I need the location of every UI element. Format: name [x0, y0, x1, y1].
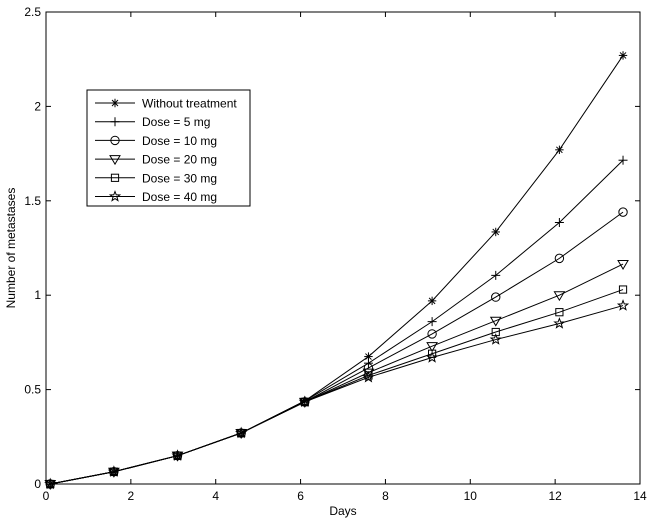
legend-item: Dose = 20 mg — [95, 153, 217, 167]
y-tick-label: 1.5 — [24, 194, 41, 208]
data-point — [107, 465, 120, 477]
y-tick-label: 2.5 — [24, 5, 41, 19]
data-point — [362, 370, 375, 383]
x-tick-label: 8 — [382, 489, 389, 503]
data-point — [618, 285, 628, 294]
y-tick-label: 0.5 — [24, 383, 41, 397]
data-point — [554, 218, 564, 228]
legend-item: Dose = 40 mg — [95, 190, 217, 204]
y-tick-label: 1 — [34, 288, 41, 302]
data-point — [362, 368, 375, 379]
data-point — [554, 253, 565, 264]
data-point — [425, 351, 439, 363]
legend-box — [86, 89, 251, 207]
legend-item: Without treatment — [95, 97, 237, 111]
x-tick-label: 14 — [633, 489, 647, 503]
data-point — [298, 395, 311, 408]
data-point — [491, 270, 501, 280]
x-axis-label: Days — [329, 504, 356, 518]
legend-label: Dose = 5 mg — [142, 115, 210, 129]
x-tick-label: 0 — [43, 489, 50, 503]
data-point — [491, 292, 501, 302]
x-tick-label: 2 — [128, 489, 135, 503]
data-point — [618, 207, 628, 217]
y-tick-label: 2 — [34, 99, 41, 113]
legend-label: Dose = 10 mg — [142, 134, 217, 148]
legend-item: Dose = 5 mg — [95, 115, 210, 129]
data-point — [489, 333, 502, 345]
x-tick-label: 4 — [212, 489, 219, 503]
y-axis-label: Number of metastases — [4, 188, 18, 309]
data-point — [491, 227, 500, 237]
legend-label: Without treatment — [142, 97, 237, 111]
data-point — [616, 299, 630, 311]
legend-item: Dose = 10 mg — [95, 134, 217, 148]
data-point — [427, 329, 437, 339]
x-tick-label: 12 — [548, 489, 562, 503]
legend-marker — [110, 135, 120, 146]
legend-marker — [109, 155, 121, 166]
data-point — [427, 296, 437, 306]
data-point — [553, 317, 566, 329]
legend-item: Dose = 30 mg — [95, 171, 217, 185]
data-point — [489, 316, 502, 327]
data-point — [171, 449, 184, 461]
data-point — [426, 342, 438, 353]
legend: Without treatment Dose = 5 mg Dose = 10 mg… — [86, 89, 251, 207]
data-point — [235, 426, 248, 439]
y-tick-label: 0 — [34, 477, 41, 491]
data-point — [555, 308, 564, 317]
data-point — [555, 145, 564, 155]
legend-label: Dose = 40 mg — [142, 190, 217, 204]
legend-marker — [110, 117, 120, 127]
legend-label: Dose = 20 mg — [142, 153, 217, 167]
legend-marker — [110, 173, 120, 182]
data-point — [618, 155, 628, 165]
x-tick-label: 10 — [464, 489, 478, 503]
data-point — [617, 260, 629, 271]
series-layer — [44, 51, 630, 490]
plot-area — [45, 11, 641, 485]
legend-label: Dose = 30 mg — [142, 171, 217, 185]
series-line — [50, 305, 624, 485]
legend-marker — [108, 190, 122, 202]
data-point — [427, 317, 437, 327]
data-point — [618, 51, 628, 60]
data-point — [363, 358, 373, 368]
data-point — [553, 291, 566, 302]
series-dose-40-mg — [44, 299, 630, 490]
data-point — [44, 477, 57, 490]
legend-marker — [110, 98, 120, 108]
x-tick-label: 6 — [297, 489, 304, 503]
